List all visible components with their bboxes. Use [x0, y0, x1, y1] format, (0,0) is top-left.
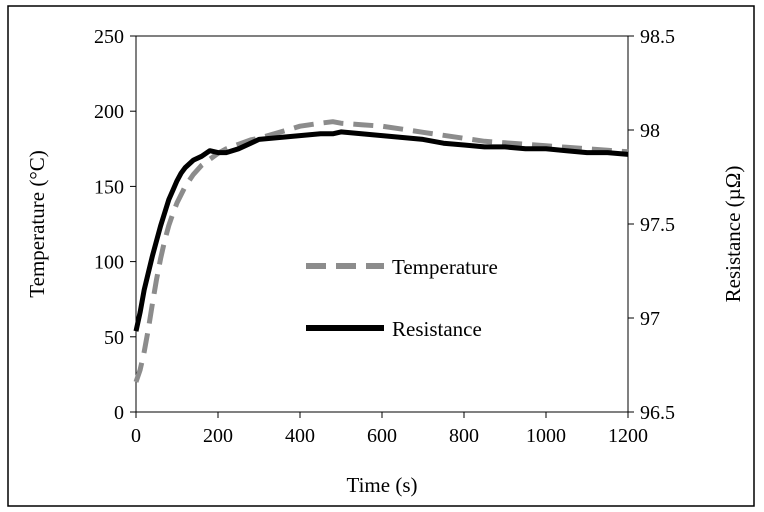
right-tick-label: 97.5 [640, 214, 675, 236]
x-tick-label: 800 [449, 425, 479, 447]
x-tick-label: 1200 [608, 425, 648, 447]
left-tick-label: 200 [94, 101, 124, 123]
x-axis-ticks: 0 200 400 600 800 1000 1200 [131, 412, 648, 447]
x-tick-label: 400 [285, 425, 315, 447]
right-tick-label: 97 [640, 308, 660, 330]
chart-frame [7, 5, 755, 507]
x-tick-label: 600 [367, 425, 397, 447]
legend-label-temperature: Temperature [392, 255, 498, 279]
left-tick-label: 150 [94, 176, 124, 198]
right-tick-label: 98 [640, 120, 660, 142]
left-axis-ticks: 0 50 100 150 200 250 [94, 26, 136, 424]
right-tick-label: 98.5 [640, 26, 675, 48]
left-tick-label: 100 [94, 252, 124, 274]
right-axis-ticks: 96.5 97 97.5 98 98.5 [628, 26, 675, 424]
left-tick-label: 50 [104, 327, 124, 349]
right-tick-label: 96.5 [640, 402, 675, 424]
legend-label-resistance: Resistance [392, 317, 482, 341]
x-tick-label: 1000 [526, 425, 566, 447]
right-axis-title: Resistance (µΩ) [721, 166, 745, 303]
series-line-resistance [133, 129, 629, 332]
left-tick-label: 250 [94, 26, 124, 48]
x-tick-label: 0 [131, 425, 141, 447]
series-line-temperature [133, 119, 629, 383]
x-tick-label: 200 [203, 425, 233, 447]
legend: Temperature Resistance [306, 255, 498, 341]
x-axis-title: Time (s) [347, 473, 418, 497]
series-layer [133, 119, 629, 383]
left-tick-label: 0 [114, 402, 124, 424]
left-axis-title: Temperature (°C) [25, 150, 49, 297]
